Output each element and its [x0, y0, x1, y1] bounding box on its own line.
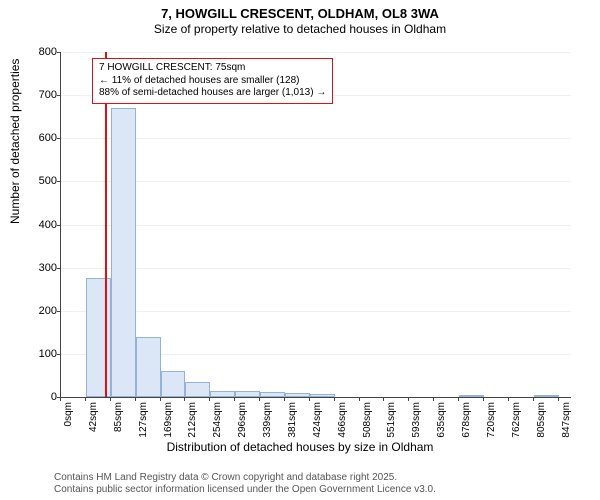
- ytick-label: 200: [39, 305, 57, 317]
- xtick-label: 212sqm: [187, 402, 198, 438]
- ytick-label: 0: [51, 391, 57, 403]
- xtick-mark: [284, 397, 285, 401]
- plot-area: 0100200300400500600700800: [60, 52, 571, 398]
- ytick-mark: [57, 268, 61, 269]
- ytick-mark: [57, 225, 61, 226]
- y-axis-label: Number of detached properties: [8, 59, 22, 224]
- xtick-label: 169sqm: [163, 402, 174, 438]
- xtick-mark: [234, 397, 235, 401]
- footer-line-2: Contains public sector information licen…: [54, 484, 436, 496]
- ytick-label: 800: [39, 46, 57, 58]
- xtick-mark: [433, 397, 434, 401]
- xtick-label: 381sqm: [287, 402, 298, 438]
- xtick-label: 720sqm: [486, 402, 497, 438]
- xtick-label: 127sqm: [138, 402, 149, 438]
- xtick-mark: [85, 397, 86, 401]
- xtick-label: 805sqm: [536, 402, 547, 438]
- xtick-mark: [334, 397, 335, 401]
- xtick-mark: [259, 397, 260, 401]
- xtick-mark: [110, 397, 111, 401]
- xtick-mark: [160, 397, 161, 401]
- ytick-label: 600: [39, 132, 57, 144]
- xtick-label: 635sqm: [436, 402, 447, 438]
- footer-attribution: Contains HM Land Registry data © Crown c…: [54, 472, 436, 496]
- chart-subtitle: Size of property relative to detached ho…: [0, 22, 600, 36]
- ytick-mark: [57, 181, 61, 182]
- xtick-mark: [359, 397, 360, 401]
- xtick-label: 42sqm: [88, 402, 99, 432]
- ytick-label: 100: [39, 348, 57, 360]
- ytick-label: 400: [39, 219, 57, 231]
- xtick-mark: [558, 397, 559, 401]
- xtick-label: 85sqm: [113, 402, 124, 432]
- xtick-mark: [184, 397, 185, 401]
- gridline: [61, 181, 571, 182]
- gridline: [61, 311, 571, 312]
- xtick-label: 424sqm: [312, 402, 323, 438]
- annotation-line: ← 11% of detached houses are smaller (12…: [99, 75, 326, 88]
- xtick-mark: [309, 397, 310, 401]
- ytick-label: 300: [39, 262, 57, 274]
- xtick-label: 847sqm: [561, 402, 572, 438]
- xtick-label: 762sqm: [511, 402, 522, 438]
- footer-line-1: Contains HM Land Registry data © Crown c…: [54, 472, 436, 484]
- xtick-mark: [508, 397, 509, 401]
- xtick-label: 254sqm: [212, 402, 223, 438]
- histogram-bar: [185, 382, 210, 397]
- xtick-mark: [408, 397, 409, 401]
- chart-container: 7, HOWGILL CRESCENT, OLDHAM, OL8 3WA Siz…: [0, 0, 600, 500]
- chart-area: 0100200300400500600700800 7 HOWGILL CRES…: [60, 52, 570, 397]
- xtick-label: 466sqm: [337, 402, 348, 438]
- xtick-mark: [60, 397, 61, 401]
- gridline: [61, 225, 571, 226]
- xtick-label: 0sqm: [63, 402, 74, 426]
- property-marker-line: [105, 52, 107, 397]
- x-axis-label: Distribution of detached houses by size …: [0, 440, 600, 454]
- histogram-bar: [136, 337, 161, 397]
- annotation-line: 88% of semi-detached houses are larger (…: [99, 87, 326, 100]
- gridline: [61, 52, 571, 53]
- xtick-mark: [383, 397, 384, 401]
- xtick-mark: [209, 397, 210, 401]
- xtick-label: 339sqm: [262, 402, 273, 438]
- xtick-label: 296sqm: [237, 402, 248, 438]
- xtick-mark: [458, 397, 459, 401]
- ytick-mark: [57, 52, 61, 53]
- title-block: 7, HOWGILL CRESCENT, OLDHAM, OL8 3WA Siz…: [0, 0, 600, 36]
- xtick-mark: [135, 397, 136, 401]
- histogram-bar: [161, 371, 186, 397]
- annotation-line: 7 HOWGILL CRESCENT: 75sqm: [99, 62, 326, 75]
- xtick-label: 678sqm: [461, 402, 472, 438]
- ytick-mark: [57, 354, 61, 355]
- ytick-mark: [57, 138, 61, 139]
- ytick-label: 500: [39, 175, 57, 187]
- xtick-label: 508sqm: [362, 402, 373, 438]
- xtick-label: 551sqm: [386, 402, 397, 438]
- xtick-label: 593sqm: [411, 402, 422, 438]
- chart-title: 7, HOWGILL CRESCENT, OLDHAM, OL8 3WA: [0, 6, 600, 21]
- xtick-mark: [533, 397, 534, 401]
- gridline: [61, 268, 571, 269]
- histogram-bar: [111, 108, 136, 397]
- ytick-mark: [57, 95, 61, 96]
- ytick-label: 700: [39, 89, 57, 101]
- annotation-box: 7 HOWGILL CRESCENT: 75sqm← 11% of detach…: [92, 58, 333, 104]
- gridline: [61, 138, 571, 139]
- xtick-mark: [483, 397, 484, 401]
- ytick-mark: [57, 311, 61, 312]
